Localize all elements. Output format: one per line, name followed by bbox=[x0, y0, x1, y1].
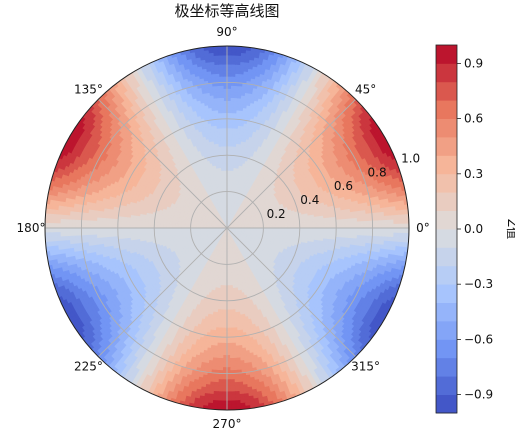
contour-fill bbox=[45, 46, 409, 410]
chart-title: 极坐标等高线图 bbox=[174, 2, 279, 20]
